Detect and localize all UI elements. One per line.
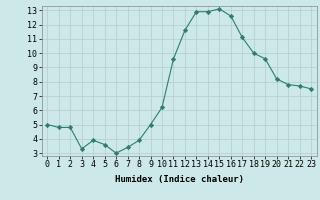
X-axis label: Humidex (Indice chaleur): Humidex (Indice chaleur): [115, 175, 244, 184]
